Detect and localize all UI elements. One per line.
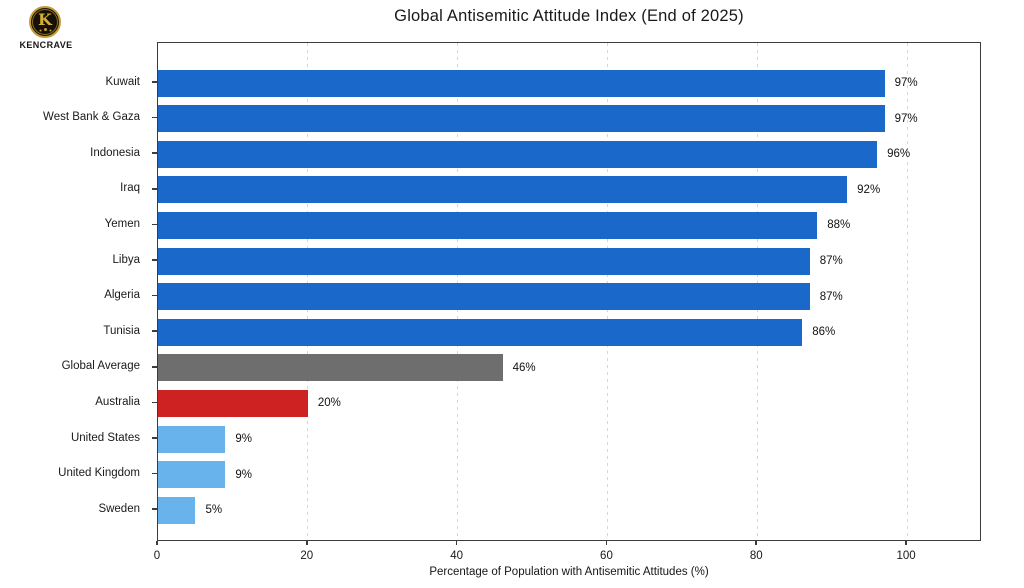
y-tick-united-states bbox=[152, 437, 157, 439]
x-tick-mark-40 bbox=[455, 541, 458, 545]
y-tick-iraq bbox=[152, 188, 157, 190]
bar-indonesia bbox=[158, 140, 878, 168]
bar-iraq bbox=[158, 176, 848, 204]
value-label-algeria: 87% bbox=[819, 290, 843, 303]
y-tick-australia bbox=[152, 401, 157, 404]
y-tick-libya bbox=[152, 259, 157, 261]
category-label-algeria: Algeria bbox=[104, 289, 140, 302]
bar-united-kingdom bbox=[158, 461, 226, 489]
category-label-united-kingdom: United Kingdom bbox=[58, 467, 140, 480]
value-label-kuwait: 97% bbox=[894, 77, 918, 89]
y-axis-labels: Kuwait West Bank & Gaza Indonesia Iraq Yemen… bbox=[0, 42, 148, 541]
bar-algeria bbox=[158, 283, 810, 311]
value-label-iraq: 92% bbox=[857, 183, 881, 196]
x-tick-label-20: 20 bbox=[300, 550, 314, 562]
value-label-west-bank-gaza: 97% bbox=[894, 112, 918, 125]
y-tick-sweden bbox=[152, 508, 157, 510]
bar-yemen bbox=[158, 211, 818, 239]
category-label-tunisia: Tunisia bbox=[103, 324, 140, 337]
bar-kuwait bbox=[158, 69, 885, 97]
category-label-australia: Australia bbox=[95, 395, 140, 408]
x-axis-title: Percentage of Population with Antisemiti… bbox=[429, 566, 709, 578]
category-label-united-states: United States bbox=[70, 431, 140, 444]
brand-name: KENCRAVE bbox=[19, 40, 73, 50]
y-tick-yemen bbox=[152, 223, 157, 226]
plot-area: 97% 97% 96% 92% 88% 87% 87% 86% 46% 20% 9% 9% 5% bbox=[157, 42, 981, 541]
y-tick-algeria bbox=[152, 294, 157, 297]
x-tick-label-100: 100 bbox=[896, 550, 916, 562]
x-tick-mark-60 bbox=[605, 541, 608, 545]
x-tick-mark-80 bbox=[755, 541, 758, 545]
x-tick-mark-0 bbox=[156, 541, 158, 545]
category-label-west-bank-gaza: West Bank & Gaza bbox=[43, 111, 140, 124]
value-label-united-kingdom: 9% bbox=[235, 468, 253, 481]
bar-australia bbox=[158, 389, 308, 417]
chart-title: Global Antisemitic Attitude Index (End o… bbox=[394, 7, 744, 25]
x-tick-label-80: 80 bbox=[749, 550, 763, 562]
value-label-global-average: 46% bbox=[512, 361, 536, 374]
x-tick-label-0: 0 bbox=[153, 550, 161, 562]
category-label-iraq: Iraq bbox=[120, 182, 140, 195]
category-label-yemen: Yemen bbox=[104, 217, 140, 230]
value-label-libya: 87% bbox=[819, 255, 843, 267]
category-label-sweden: Sweden bbox=[98, 502, 140, 515]
kencrave-logo-icon: K bbox=[29, 6, 61, 38]
x-tick-mark-20 bbox=[306, 541, 308, 545]
bar-tunisia bbox=[158, 318, 803, 346]
y-tick-global-average bbox=[152, 366, 157, 368]
x-tick-label-40: 40 bbox=[450, 550, 464, 562]
y-tick-indonesia bbox=[152, 152, 157, 154]
x-tick-mark-100 bbox=[905, 541, 907, 545]
value-label-australia: 20% bbox=[317, 397, 341, 410]
bar-united-states bbox=[158, 425, 226, 453]
category-label-indonesia: Indonesia bbox=[90, 146, 140, 159]
category-label-global-average: Global Average bbox=[61, 360, 140, 373]
value-label-united-states: 9% bbox=[235, 433, 253, 445]
y-tick-united-kingdom bbox=[152, 472, 157, 475]
gridline-100 bbox=[906, 43, 908, 540]
x-tick-label-60: 60 bbox=[600, 550, 613, 562]
y-tick-kuwait bbox=[152, 81, 157, 83]
y-tick-tunisia bbox=[152, 330, 157, 332]
bar-global-average bbox=[158, 354, 503, 382]
value-label-tunisia: 86% bbox=[812, 326, 836, 339]
value-label-sweden: 5% bbox=[205, 504, 223, 517]
logo-monogram: K bbox=[38, 10, 52, 29]
bar-libya bbox=[158, 247, 810, 275]
category-label-libya: Libya bbox=[112, 253, 141, 266]
category-label-kuwait: Kuwait bbox=[105, 75, 140, 88]
bar-west-bank-gaza bbox=[158, 105, 885, 133]
bar-sweden bbox=[158, 496, 196, 524]
y-tick-west-bank-gaza bbox=[152, 116, 157, 119]
value-label-yemen: 88% bbox=[827, 219, 851, 232]
value-label-indonesia: 96% bbox=[887, 148, 911, 161]
logo-decoration bbox=[43, 28, 47, 31]
